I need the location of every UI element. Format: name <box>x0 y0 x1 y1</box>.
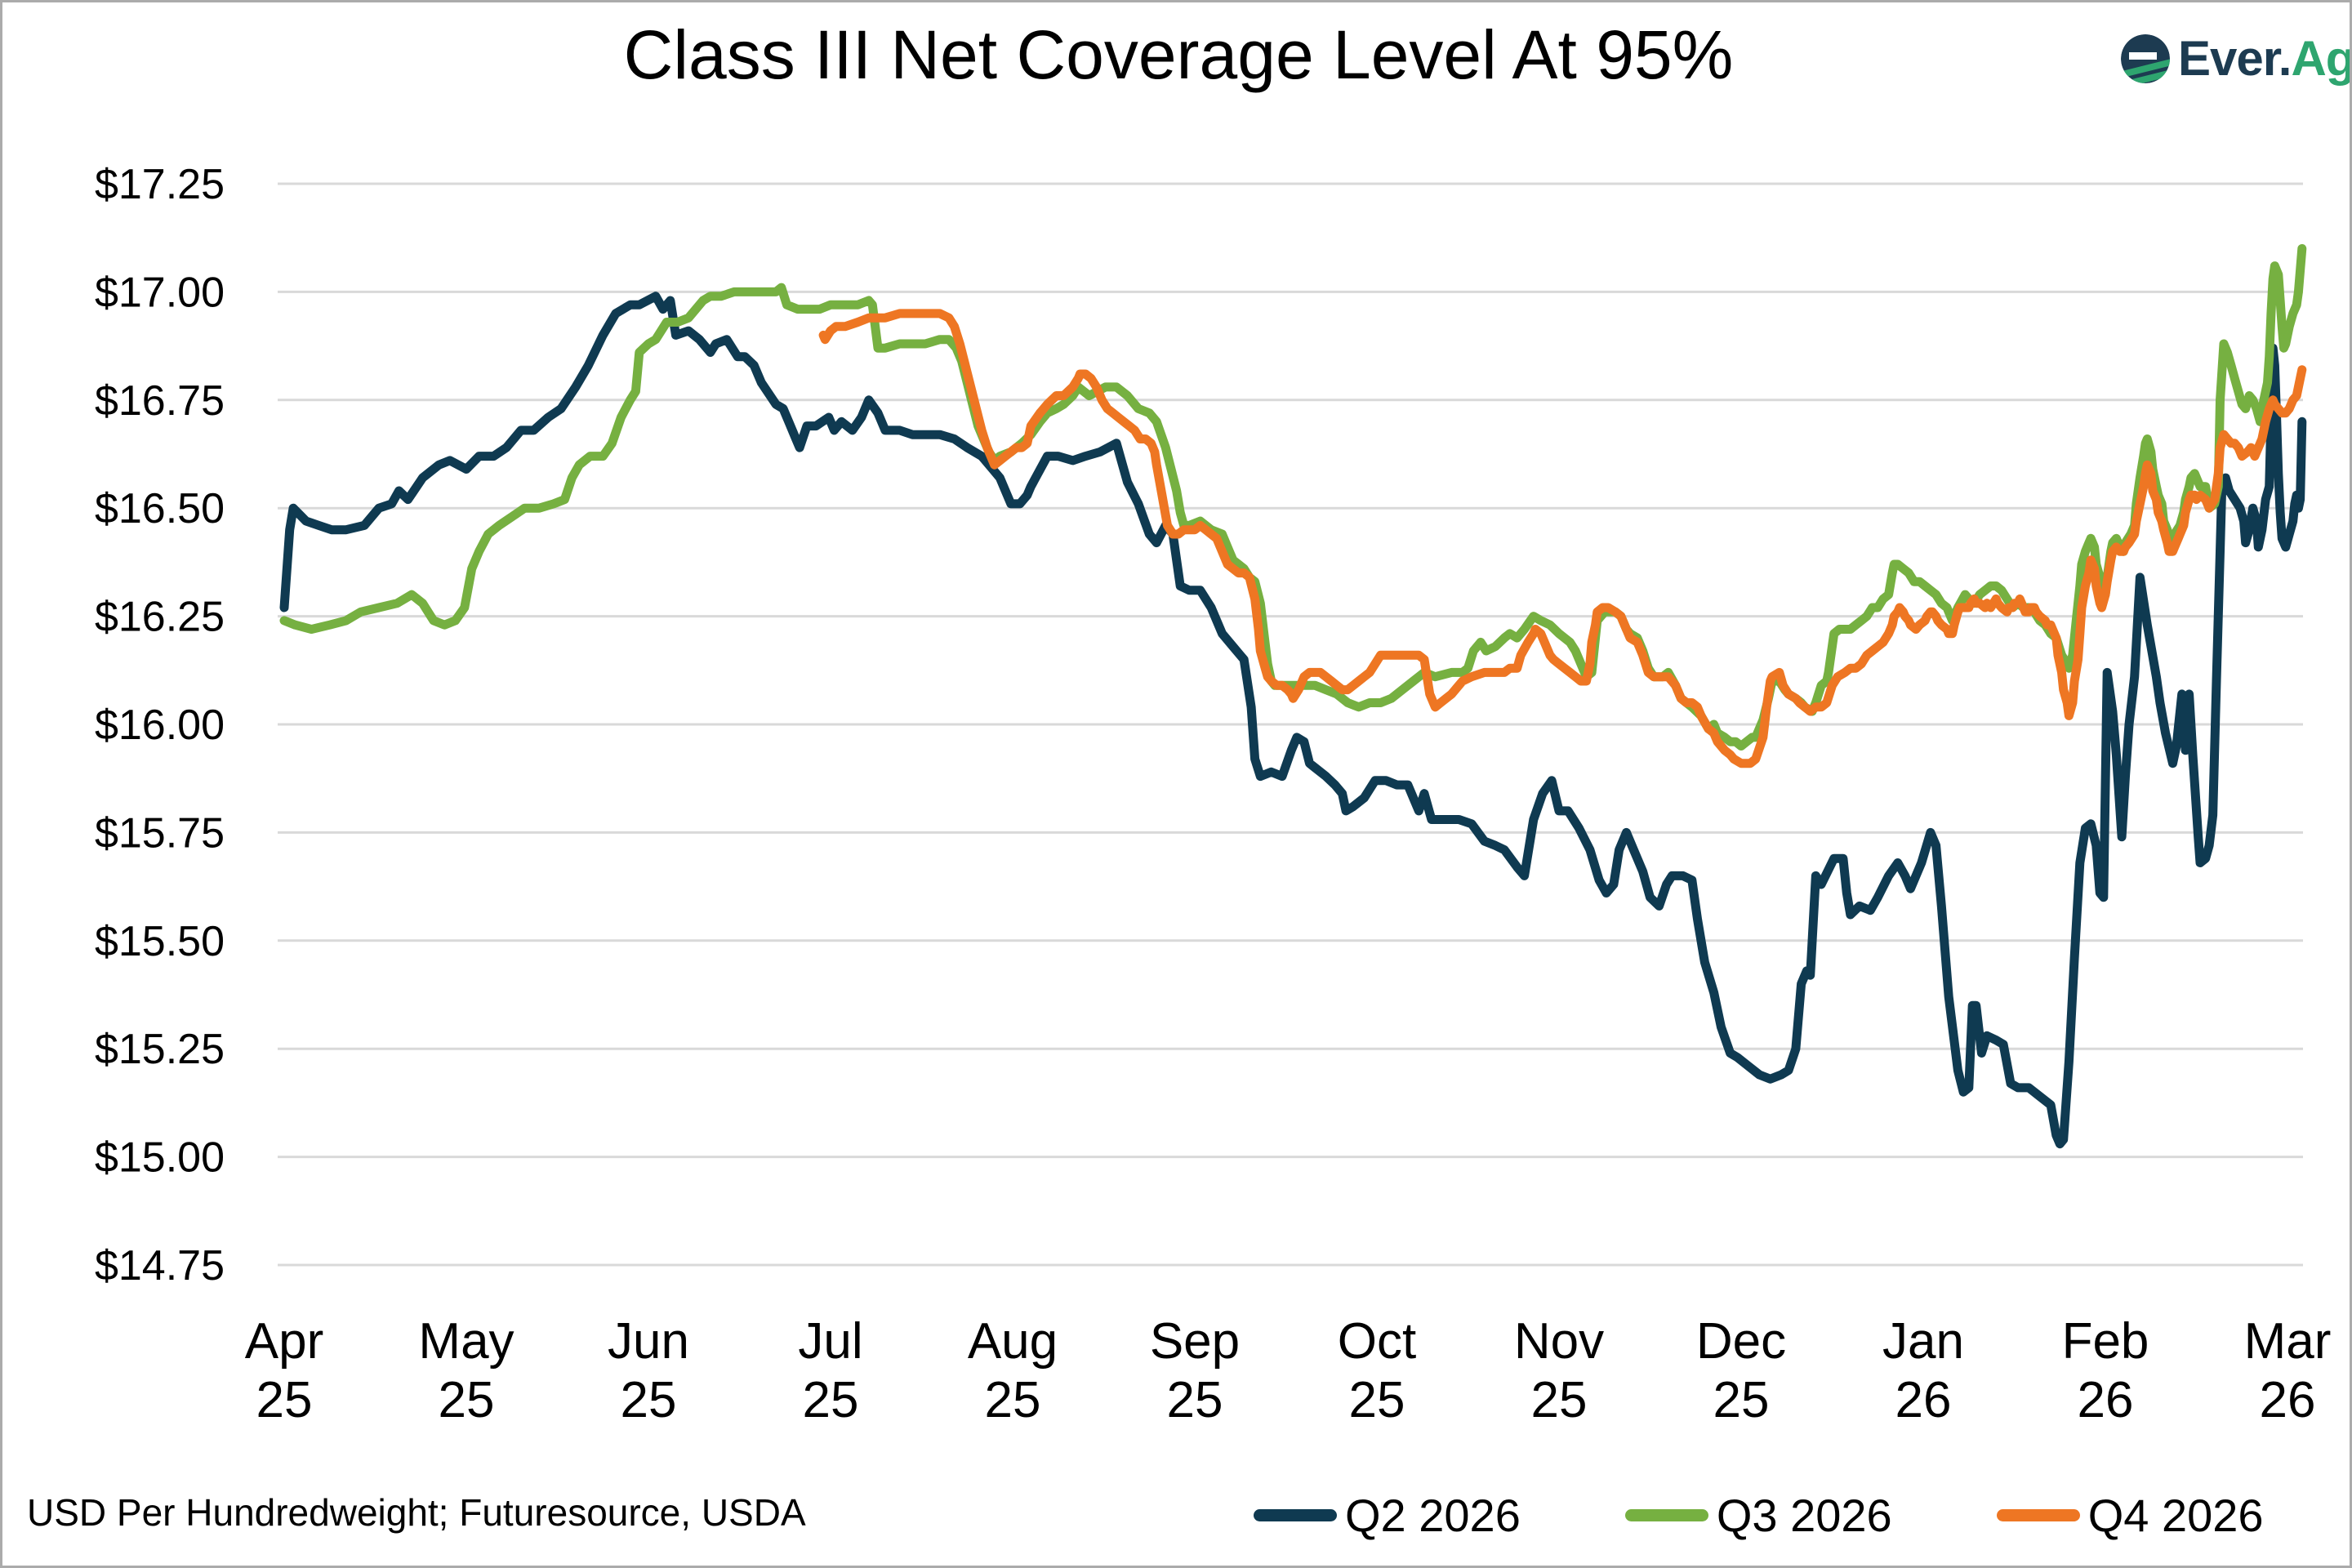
logo-text-primary: Ever. <box>2178 31 2292 86</box>
y-tick-label: $15.75 <box>95 809 225 857</box>
legend-label-q3-2026: Q3 2026 <box>1716 1490 1892 1541</box>
chart-legend: Q2 2026 Q3 2026 Q4 2026 <box>1254 1489 2264 1542</box>
y-tick-label: $15.50 <box>95 918 225 965</box>
y-tick-label: $15.25 <box>95 1026 225 1073</box>
x-tick-label: Dec 25 <box>1696 1313 1786 1428</box>
series-line-q2-2026 <box>279 292 2307 1149</box>
x-tick-label: Mar 26 <box>2244 1313 2332 1428</box>
legend-swatch-q4-2026 <box>1996 1509 2080 1521</box>
series-line-q4-2026 <box>818 309 2307 768</box>
x-tick-label: Jun 25 <box>608 1313 689 1428</box>
x-tick-label: Jan 26 <box>1882 1313 1964 1428</box>
legend-swatch-q2-2026 <box>1254 1509 1337 1521</box>
x-tick-label: May 25 <box>418 1313 514 1428</box>
x-tick-label: Jul 25 <box>798 1313 862 1428</box>
chart-title: Class III Net Coverage Level At 95% <box>623 16 1734 93</box>
y-tick-label: $16.25 <box>95 594 225 641</box>
x-tick-label: Feb 26 <box>2062 1313 2149 1428</box>
y-tick-label: $14.75 <box>95 1242 225 1290</box>
x-tick-label: Apr 25 <box>245 1313 323 1428</box>
legend-swatch-q3-2026 <box>1624 1509 1708 1521</box>
y-tick-label: $15.00 <box>95 1134 225 1182</box>
y-tick-label: $17.25 <box>95 161 225 208</box>
legend-item-q4-2026: Q4 2026 <box>1996 1489 2264 1542</box>
series-line-q3-2026 <box>279 243 2307 751</box>
everag-logo: Ever.Ag <box>2119 30 2352 87</box>
legend-label-q2-2026: Q2 2026 <box>1345 1490 1521 1541</box>
legend-label-q4-2026: Q4 2026 <box>2087 1490 2264 1541</box>
y-tick-label: $17.00 <box>95 269 225 316</box>
legend-item-q3-2026: Q3 2026 <box>1624 1489 1892 1542</box>
y-tick-label: $16.75 <box>95 377 225 425</box>
logo-text: Ever.Ag <box>2178 30 2352 87</box>
y-tick-label: $16.50 <box>95 485 225 532</box>
x-tick-label: Oct 25 <box>1338 1313 1416 1428</box>
x-tick-label: Nov 25 <box>1514 1313 1604 1428</box>
x-tick-label: Sep 25 <box>1150 1313 1240 1428</box>
y-tick-label: $16.00 <box>95 702 225 749</box>
legend-item-q2-2026: Q2 2026 <box>1254 1489 1521 1542</box>
source-footnote: USD Per Hundredweight; Futuresource, USD… <box>27 1491 806 1534</box>
x-tick-label: Aug 25 <box>968 1313 1058 1428</box>
logo-text-secondary: Ag <box>2291 31 2352 86</box>
everag-logo-icon <box>2121 33 2170 83</box>
